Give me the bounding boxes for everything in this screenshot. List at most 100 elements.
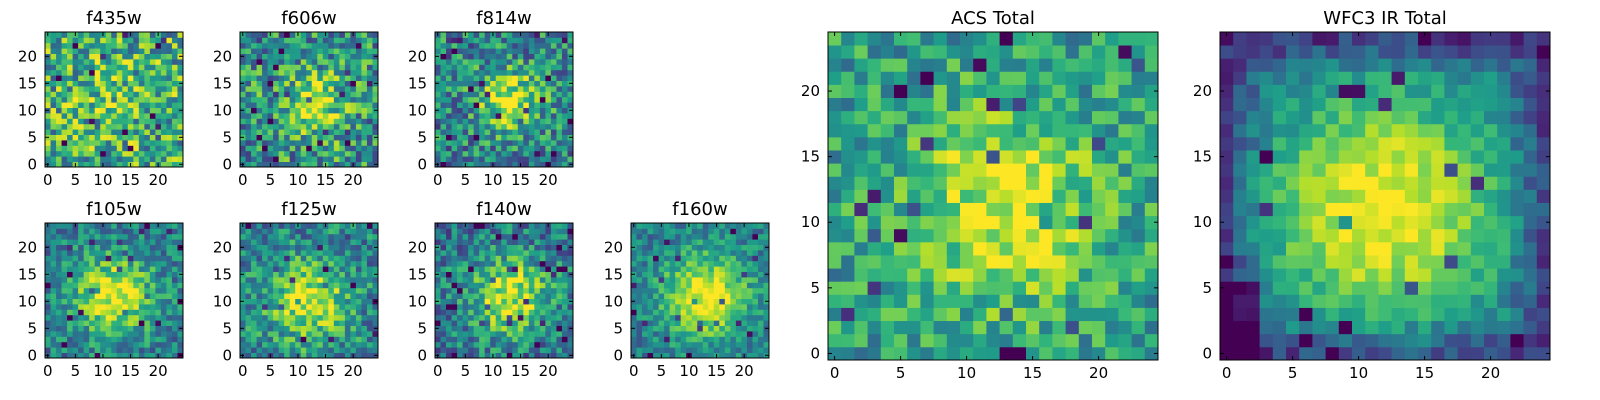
heatmap-cell: [67, 266, 73, 272]
heatmap-cell: [446, 150, 452, 157]
heatmap-cell: [501, 325, 508, 332]
heatmap-cell: [45, 266, 51, 272]
heatmap-cell: [262, 304, 268, 310]
heatmap-cell: [440, 53, 447, 60]
heatmap-cell: [828, 268, 842, 282]
heatmap-cell: [267, 239, 274, 245]
heatmap-cell: [545, 91, 552, 98]
heatmap-cell: [446, 244, 452, 251]
heatmap-cell: [523, 331, 530, 337]
heatmap-cell: [317, 314, 324, 321]
heatmap-cell: [262, 64, 268, 71]
heatmap-cell: [328, 255, 335, 262]
heatmap-cell: [561, 260, 568, 267]
heatmap-cell: [311, 287, 318, 294]
heatmap-cell: [999, 150, 1014, 164]
heatmap-cell: [523, 341, 530, 348]
heatmap-cell: [155, 298, 162, 305]
x-tick-label: 15: [316, 362, 335, 380]
heatmap-cell: [435, 59, 441, 65]
heatmap-cell: [361, 233, 368, 240]
heatmap-cell: [647, 347, 654, 353]
heatmap-cell: [61, 347, 68, 353]
heatmap-cell: [50, 59, 57, 65]
heatmap-cell: [1131, 333, 1146, 348]
heatmap-cell: [289, 140, 296, 146]
heatmap-cell: [177, 239, 184, 245]
heatmap-cell: [133, 314, 140, 321]
heatmap-cell: [999, 215, 1014, 230]
heatmap-cell: [741, 304, 748, 310]
heatmap-cell: [451, 223, 458, 229]
heatmap-cell: [697, 331, 704, 337]
heatmap-cell: [457, 239, 463, 245]
heatmap-cell: [446, 282, 452, 289]
heatmap-cell: [561, 228, 568, 235]
heatmap-cell: [149, 352, 156, 359]
heatmap-cell: [245, 331, 252, 337]
heatmap-cell: [295, 48, 302, 54]
heatmap-cell: [1105, 307, 1119, 322]
heatmap-cell: [361, 244, 368, 251]
heatmap-cell: [317, 64, 324, 71]
heatmap-cell: [171, 37, 178, 44]
heatmap-cell: [333, 32, 340, 38]
heatmap-cell: [506, 32, 513, 38]
heatmap-cell: [501, 145, 508, 152]
heatmap-cell: [372, 282, 379, 289]
heatmap-cell: [517, 102, 524, 108]
heatmap-cell: [100, 123, 107, 130]
heatmap-cell: [867, 268, 882, 282]
heatmap-cell: [295, 282, 302, 289]
heatmap-cell: [512, 53, 519, 60]
heatmap-cell: [251, 320, 257, 326]
heatmap-cell: [462, 320, 469, 326]
heatmap-cell: [105, 314, 112, 321]
heatmap-cell: [328, 129, 335, 135]
panel-title: f140w: [476, 199, 531, 220]
heatmap-cell: [440, 244, 447, 251]
heatmap-cell: [757, 309, 764, 316]
heatmap-cell: [1092, 215, 1106, 230]
heatmap-cell: [251, 239, 257, 245]
heatmap-cell: [534, 113, 541, 119]
heatmap-cell: [730, 314, 737, 321]
heatmap-cell: [946, 150, 961, 164]
heatmap-cell: [149, 156, 156, 162]
heatmap-cell: [517, 271, 524, 278]
heatmap-cell: [127, 347, 134, 353]
heatmap-cell: [289, 314, 296, 321]
heatmap-cell: [105, 123, 112, 130]
heatmap-cell: [278, 239, 285, 245]
heatmap-cell: [83, 331, 90, 337]
heatmap-cell: [67, 75, 73, 81]
heatmap-cell: [111, 118, 118, 125]
heatmap-cell: [278, 75, 285, 81]
heatmap-cell: [122, 336, 129, 343]
heatmap-cell: [328, 271, 335, 278]
heatmap-cell: [273, 53, 280, 60]
heatmap-cell: [1092, 320, 1106, 335]
heatmap-cell: [78, 134, 85, 141]
heatmap-cell: [550, 32, 557, 38]
heatmap-cell: [517, 277, 524, 283]
heatmap-cell: [251, 53, 257, 60]
heatmap-cell: [339, 336, 346, 343]
heatmap-cell: [484, 129, 491, 135]
heatmap-cell: [355, 102, 362, 108]
axes-frame: [630, 222, 770, 359]
heatmap-cell: [256, 347, 263, 353]
heatmap-cell: [344, 228, 351, 235]
heatmap-cell: [284, 341, 291, 348]
heatmap-cell: [920, 176, 934, 190]
heatmap-cell: [435, 282, 441, 289]
heatmap-cell: [440, 107, 447, 114]
heatmap-cell: [550, 75, 557, 81]
heatmap-cell: [669, 298, 676, 305]
y-tick-label: 10: [604, 292, 623, 310]
heatmap-cell: [144, 140, 151, 146]
heatmap-cell: [506, 325, 513, 332]
heatmap-cell: [350, 86, 357, 92]
heatmap-cell: [490, 287, 497, 294]
heatmap-cell: [642, 223, 648, 229]
